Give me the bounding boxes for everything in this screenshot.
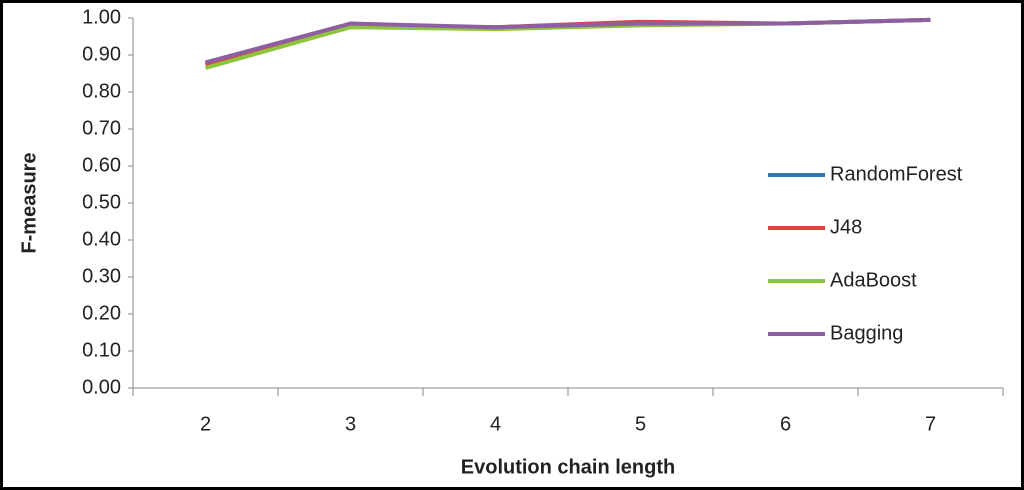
y-tick-label: 0.80	[82, 80, 121, 102]
y-tick-label: 0.30	[82, 265, 121, 287]
y-tick-label: 0.10	[82, 339, 121, 361]
y-tick-label: 0.60	[82, 154, 121, 176]
x-tick-label: 2	[200, 413, 211, 435]
y-tick-label: 1.00	[82, 6, 121, 28]
legend-label: Bagging	[830, 322, 903, 344]
y-tick-label: 0.90	[82, 43, 121, 65]
legend-label: AdaBoost	[830, 269, 917, 291]
x-tick-label: 5	[635, 413, 646, 435]
y-tick-label: 0.70	[82, 117, 121, 139]
x-tick-label: 3	[345, 413, 356, 435]
legend-label: J48	[830, 216, 862, 238]
legend-label: RandomForest	[830, 163, 963, 185]
y-tick-label: 0.50	[82, 191, 121, 213]
y-tick-label: 0.00	[82, 376, 121, 398]
x-axis-title: Evolution chain length	[461, 456, 675, 478]
y-tick-label: 0.20	[82, 302, 121, 324]
y-axis-title: F-measure	[18, 152, 40, 253]
x-tick-label: 6	[780, 413, 791, 435]
x-tick-label: 4	[490, 413, 501, 435]
series-line	[204, 17, 931, 65]
y-tick-label: 0.40	[82, 228, 121, 250]
x-tick-label: 7	[925, 413, 936, 435]
